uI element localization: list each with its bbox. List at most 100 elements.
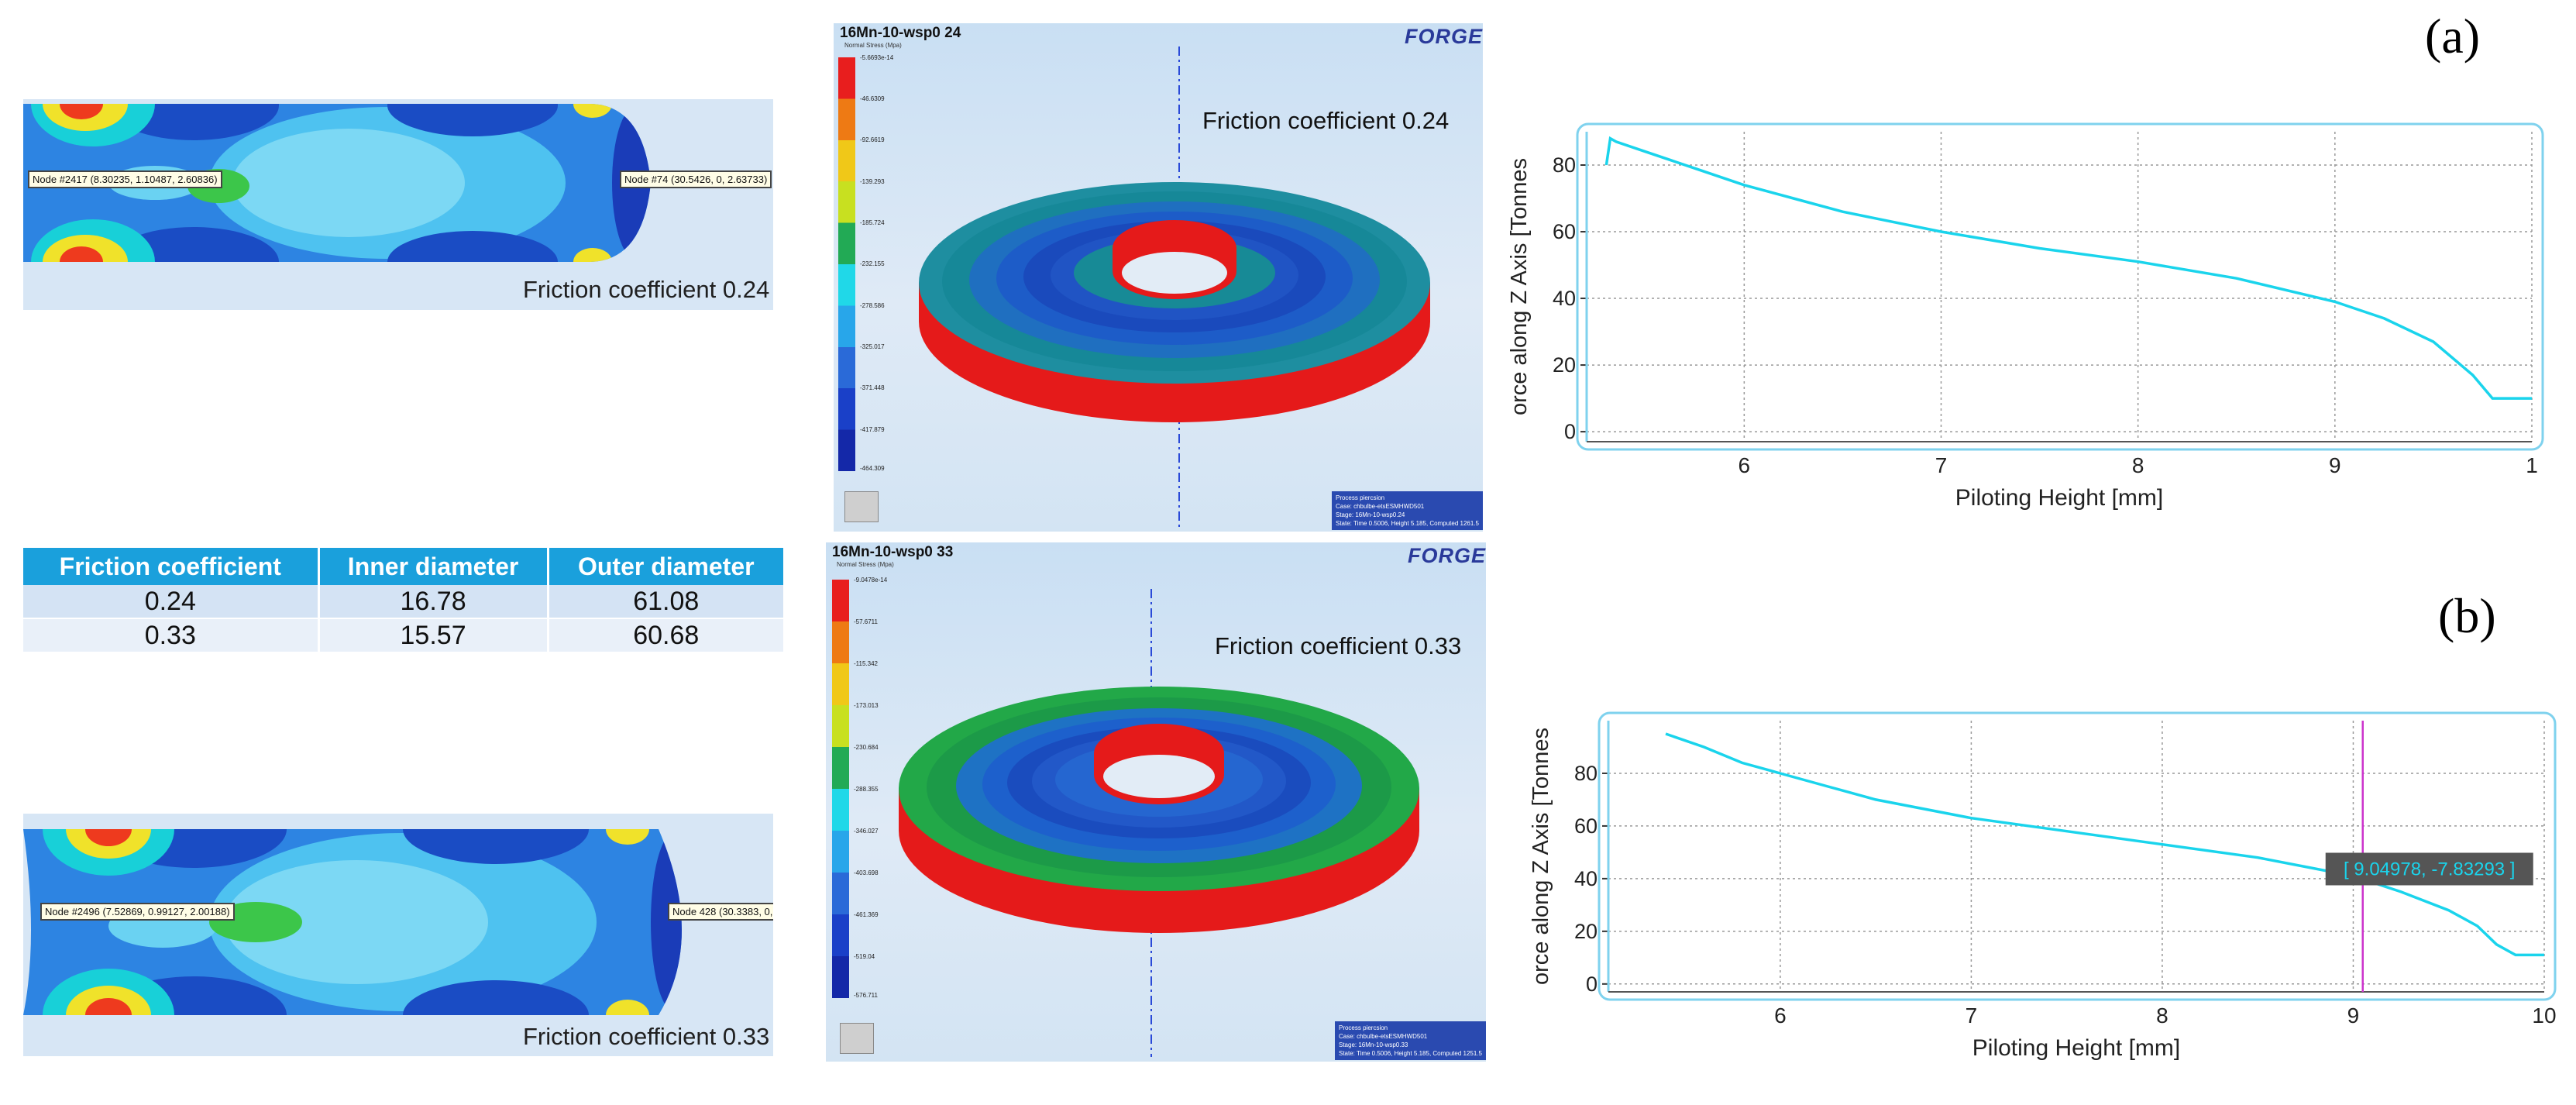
scale-tick: -464.309 xyxy=(860,465,885,472)
y-tick-label: 0 xyxy=(1586,972,1598,996)
node-label-right: Node 428 (30.3383, 0, 2.6 xyxy=(668,903,773,921)
cursor-tooltip-label: [ 9.04978, -7.83293 ] xyxy=(2344,859,2516,880)
cross-section-024: Node #2417 (8.30235, 1.10487, 2.60836) N… xyxy=(23,99,773,310)
scale-tick: -92.6619 xyxy=(860,136,885,143)
simulation-canvas xyxy=(832,580,1419,1057)
node-label-left: Node #2417 (8.30235, 1.10487, 2.60836) xyxy=(28,170,222,188)
forge-logo: FORGE xyxy=(1407,544,1486,567)
forge-simulation-024: 16Mn-10-wsp0 24 Normal Stress (Mpa) FORG… xyxy=(834,23,1483,532)
scale-tick: -417.879 xyxy=(860,426,885,433)
scale-tick: -9.0478e-14 xyxy=(854,577,888,583)
info-line: Stage: 16Mn-10-wsp0.33 xyxy=(1338,1041,1408,1048)
simulation-info-box: Process piercsion Case: chbulbe-etsESMHW… xyxy=(1331,491,1483,530)
scale-tick: -371.448 xyxy=(860,384,885,391)
friction-caption: Friction coefficient 0.24 xyxy=(1202,107,1450,134)
x-tick-label: 8 xyxy=(2132,453,2144,477)
info-line: Stage: 16Mn-10-wsp0.24 xyxy=(1335,511,1405,518)
x-tick-label: 6 xyxy=(1774,1003,1787,1028)
simulation-info-box: Process piercsion Case: chbulbe-etsESMHW… xyxy=(1334,1021,1486,1060)
y-tick-label: 60 xyxy=(1574,814,1598,838)
x-tick-label: 6 xyxy=(1739,453,1751,477)
x-tick-label: 8 xyxy=(2156,1003,2168,1028)
table-row: 0.33 15.57 60.68 xyxy=(23,618,786,653)
x-axis-label: Piloting Height [mm] xyxy=(1972,1035,2180,1061)
friction-caption: Friction coefficient 0.33 xyxy=(523,1023,770,1050)
x-tick-label: 10 xyxy=(2532,1003,2556,1028)
info-line: State: Time 0.5006, Height 5.185, Comput… xyxy=(1335,520,1479,527)
force-curve xyxy=(1604,136,2532,400)
cross-section-033-field xyxy=(23,829,682,1015)
y-tick-label: 60 xyxy=(1553,220,1576,243)
disc-hole xyxy=(1122,252,1227,294)
cross-section-033: Node #2496 (7.52869, 0.99127, 2.00188) N… xyxy=(23,814,773,1056)
info-line: Process piercsion xyxy=(1338,1024,1388,1031)
table-cell: 15.57 xyxy=(318,618,549,653)
table-header: Outer diameter xyxy=(548,548,786,585)
table-header-row: Friction coefficient Inner diameter Oute… xyxy=(23,548,786,585)
y-axis-label: orce along Z Axis [Tonnes xyxy=(1507,158,1532,415)
y-tick-label: 0 xyxy=(1564,420,1576,443)
scale-tick: -185.724 xyxy=(860,219,885,226)
orientation-cube-icon xyxy=(840,1023,874,1054)
scale-tick: -403.698 xyxy=(854,869,879,876)
disc-hole xyxy=(1103,755,1215,798)
y-tick-label: 80 xyxy=(1553,153,1576,177)
scale-tick: -576.711 xyxy=(854,992,878,999)
x-tick-label: 7 xyxy=(1966,1003,1978,1028)
y-tick-label: 40 xyxy=(1553,287,1576,310)
scale-tick: -288.355 xyxy=(854,786,879,793)
table-cell: 61.08 xyxy=(548,585,786,619)
scale-tick: -173.013 xyxy=(854,702,879,709)
simulation-canvas xyxy=(838,46,1430,527)
table-header: Inner diameter xyxy=(318,548,549,585)
info-line: Process piercsion xyxy=(1335,494,1385,501)
friction-caption: Friction coefficient 0.33 xyxy=(1215,632,1462,659)
scale-tick: -278.586 xyxy=(860,302,885,309)
scale-tick: -115.342 xyxy=(854,660,878,667)
scale-tick: -230.684 xyxy=(854,744,879,751)
scale-tick: -325.017 xyxy=(860,343,885,350)
y-tick-label: 20 xyxy=(1553,353,1576,377)
forge-logo: FORGE xyxy=(1404,25,1483,48)
force-height-chart-b: 6 7 8 9 10 0 20 40 60 80 [ 9.04978, -7.83293 ] Pilo… xyxy=(1529,711,2557,1061)
table-cell: 0.33 xyxy=(23,618,320,653)
table-cell: 16.78 xyxy=(318,585,549,619)
info-line: Case: chbulbe-etsESMHWD501 xyxy=(1335,503,1425,510)
forge-simulation-033: 16Mn-10-wsp0 33 Normal Stress (Mpa) FORG… xyxy=(826,542,1486,1062)
x-axis-label: Piloting Height [mm] xyxy=(1955,485,2163,511)
color-scale-bar xyxy=(838,57,855,471)
node-label-left: Node #2496 (7.52869, 0.99127, 2.00188) xyxy=(40,903,235,921)
color-scale-bar xyxy=(832,580,849,998)
friction-caption: Friction coefficient 0.24 xyxy=(523,276,770,303)
x-tick-label: 7 xyxy=(1935,453,1948,477)
simulation-subtitle: Normal Stress (Mpa) xyxy=(837,561,894,568)
orientation-cube-icon xyxy=(844,491,879,522)
force-curve xyxy=(1665,732,2544,957)
scale-tick: -46.6309 xyxy=(860,95,885,102)
panel-label-b: (b) xyxy=(2438,588,2496,643)
y-tick-label: 40 xyxy=(1574,867,1598,890)
table-header: Friction coefficient xyxy=(23,548,320,585)
panel-label-a: (a) xyxy=(2425,9,2481,64)
x-tick-label: 9 xyxy=(2329,453,2341,477)
info-line: Case: chbulbe-etsESMHWD501 xyxy=(1338,1033,1428,1040)
cursor-tooltip-box xyxy=(2325,852,2533,886)
scale-tick: -461.369 xyxy=(854,911,879,918)
simulation-subtitle: Normal Stress (Mpa) xyxy=(844,42,902,49)
info-line: State: Time 0.5006, Height 5.185, Comput… xyxy=(1338,1050,1482,1057)
table-row: 0.24 16.78 61.08 xyxy=(23,585,786,619)
scale-tick: -57.6711 xyxy=(854,618,878,625)
scale-tick: -519.04 xyxy=(854,953,875,960)
scale-tick: -5.6693e-14 xyxy=(860,54,894,61)
friction-diameter-table: Friction coefficient Inner diameter Oute… xyxy=(23,548,786,653)
y-tick-label: 80 xyxy=(1574,762,1598,785)
plot-frame xyxy=(1576,122,2544,451)
table-cell: 0.24 xyxy=(23,585,320,619)
y-axis-label: orce along Z Axis [Tonnes xyxy=(1529,728,1553,985)
scale-tick: -232.155 xyxy=(860,260,885,267)
x-tick-label: 9 xyxy=(2347,1003,2360,1028)
simulation-title: 16Mn-10-wsp0 24 xyxy=(840,25,961,41)
x-tick-label: 1 xyxy=(2526,453,2538,477)
plot-frame xyxy=(1598,711,2557,1001)
